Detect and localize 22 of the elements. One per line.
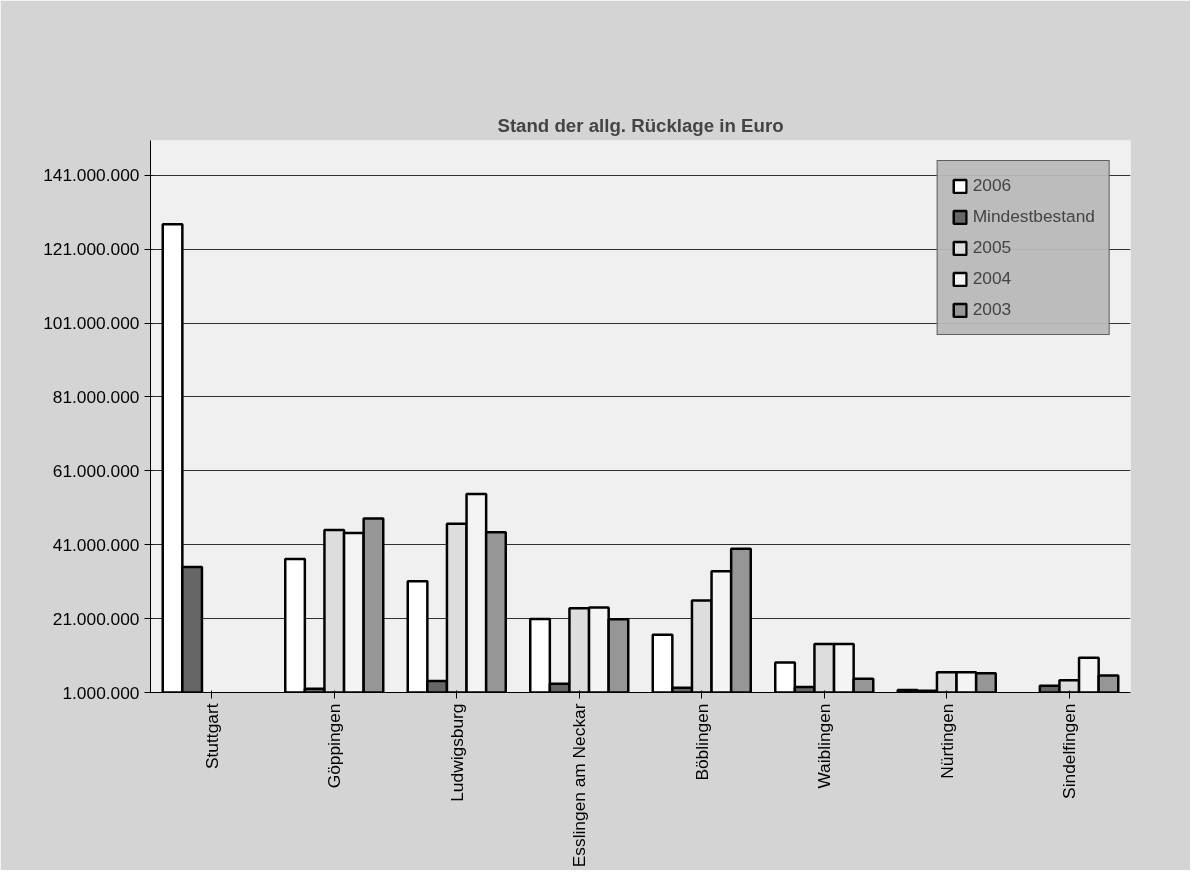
x-tick-label: Ludwigsburg [446, 703, 467, 802]
y-tick-label: 121.000.000 [43, 239, 140, 260]
y-tick-label: 101.000.000 [43, 313, 140, 334]
y-tick-label: 81.000.000 [52, 386, 140, 407]
legend-label: 2005 [972, 237, 1012, 258]
y-tick-label: 61.000.000 [52, 460, 140, 481]
y-tick-label: 141.000.000 [43, 165, 140, 186]
legend-label: 2006 [972, 175, 1012, 196]
legend-label: 2003 [972, 299, 1012, 320]
chart-title: Stand der allg. Rücklage in Euro [497, 114, 784, 136]
x-tick-label: Sindelfingen [1059, 703, 1080, 799]
x-tick-label: Stuttgart [201, 703, 222, 769]
x-tick-label: Nürtingen [936, 703, 957, 779]
y-tick-label: 1.000.000 [62, 682, 140, 703]
x-tick-label: Waiblingen [814, 703, 835, 789]
legend-label: Mindestbestand [972, 206, 1095, 227]
y-tick-label: 41.000.000 [52, 534, 140, 555]
x-tick-label: Esslingen am Neckar [569, 703, 590, 868]
x-tick-label: Göppingen [324, 703, 345, 789]
y-tick-label: 21.000.000 [52, 608, 140, 629]
legend-label: 2004 [972, 268, 1012, 289]
x-tick-label: Böblingen [691, 703, 712, 781]
